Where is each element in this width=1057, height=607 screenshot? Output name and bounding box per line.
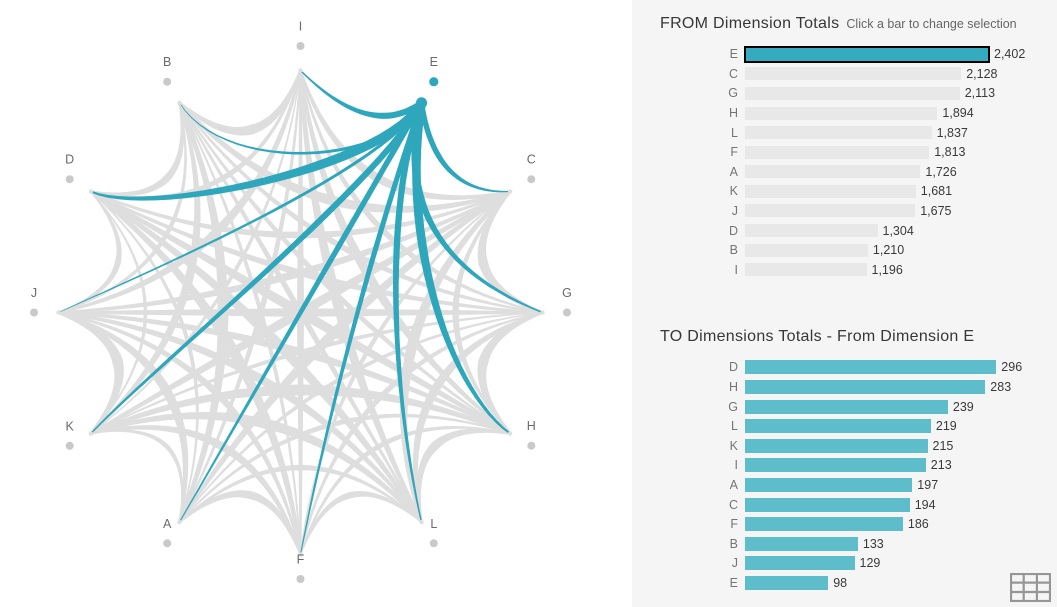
svg-text:F: F bbox=[297, 553, 305, 567]
svg-text:I: I bbox=[299, 20, 302, 34]
svg-text:G: G bbox=[562, 286, 572, 300]
svg-text:J: J bbox=[31, 286, 37, 300]
svg-text:L: L bbox=[430, 517, 437, 531]
svg-text:H: H bbox=[527, 419, 536, 433]
svg-text:K: K bbox=[66, 419, 75, 433]
svg-text:C: C bbox=[527, 153, 536, 167]
svg-text:E: E bbox=[430, 55, 438, 69]
svg-text:B: B bbox=[163, 55, 171, 69]
svg-text:A: A bbox=[163, 517, 172, 531]
svg-text:D: D bbox=[65, 153, 74, 167]
